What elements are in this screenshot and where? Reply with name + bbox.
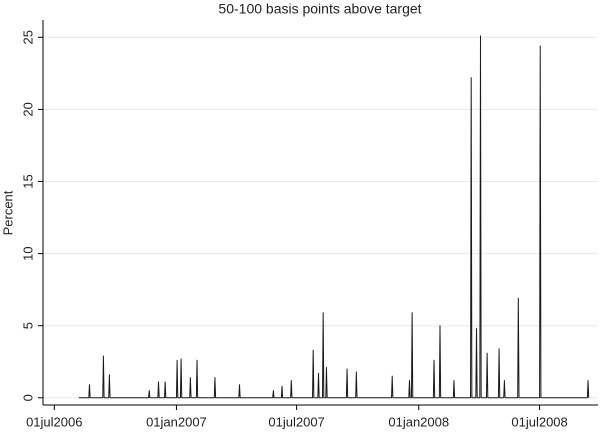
x-tick-label: 01jan2008	[388, 414, 449, 429]
x-tick-label: 01jul2008	[511, 414, 567, 429]
chart-title: 50-100 basis points above target	[218, 1, 421, 17]
x-tick-label: 01jul2006	[26, 414, 82, 429]
x-tick-label: 01jul2007	[268, 414, 324, 429]
y-tick-label: 15	[20, 174, 35, 188]
y-tick-label: 25	[20, 30, 35, 44]
y-tick-label: 5	[20, 322, 35, 329]
y-tick-label: 0	[20, 394, 35, 401]
data-line	[78, 35, 590, 399]
y-axis-label: Percent	[0, 190, 15, 235]
y-tick-label: 10	[20, 246, 35, 260]
y-tick-label: 20	[20, 102, 35, 116]
x-tick-label: 01jan2007	[146, 414, 207, 429]
